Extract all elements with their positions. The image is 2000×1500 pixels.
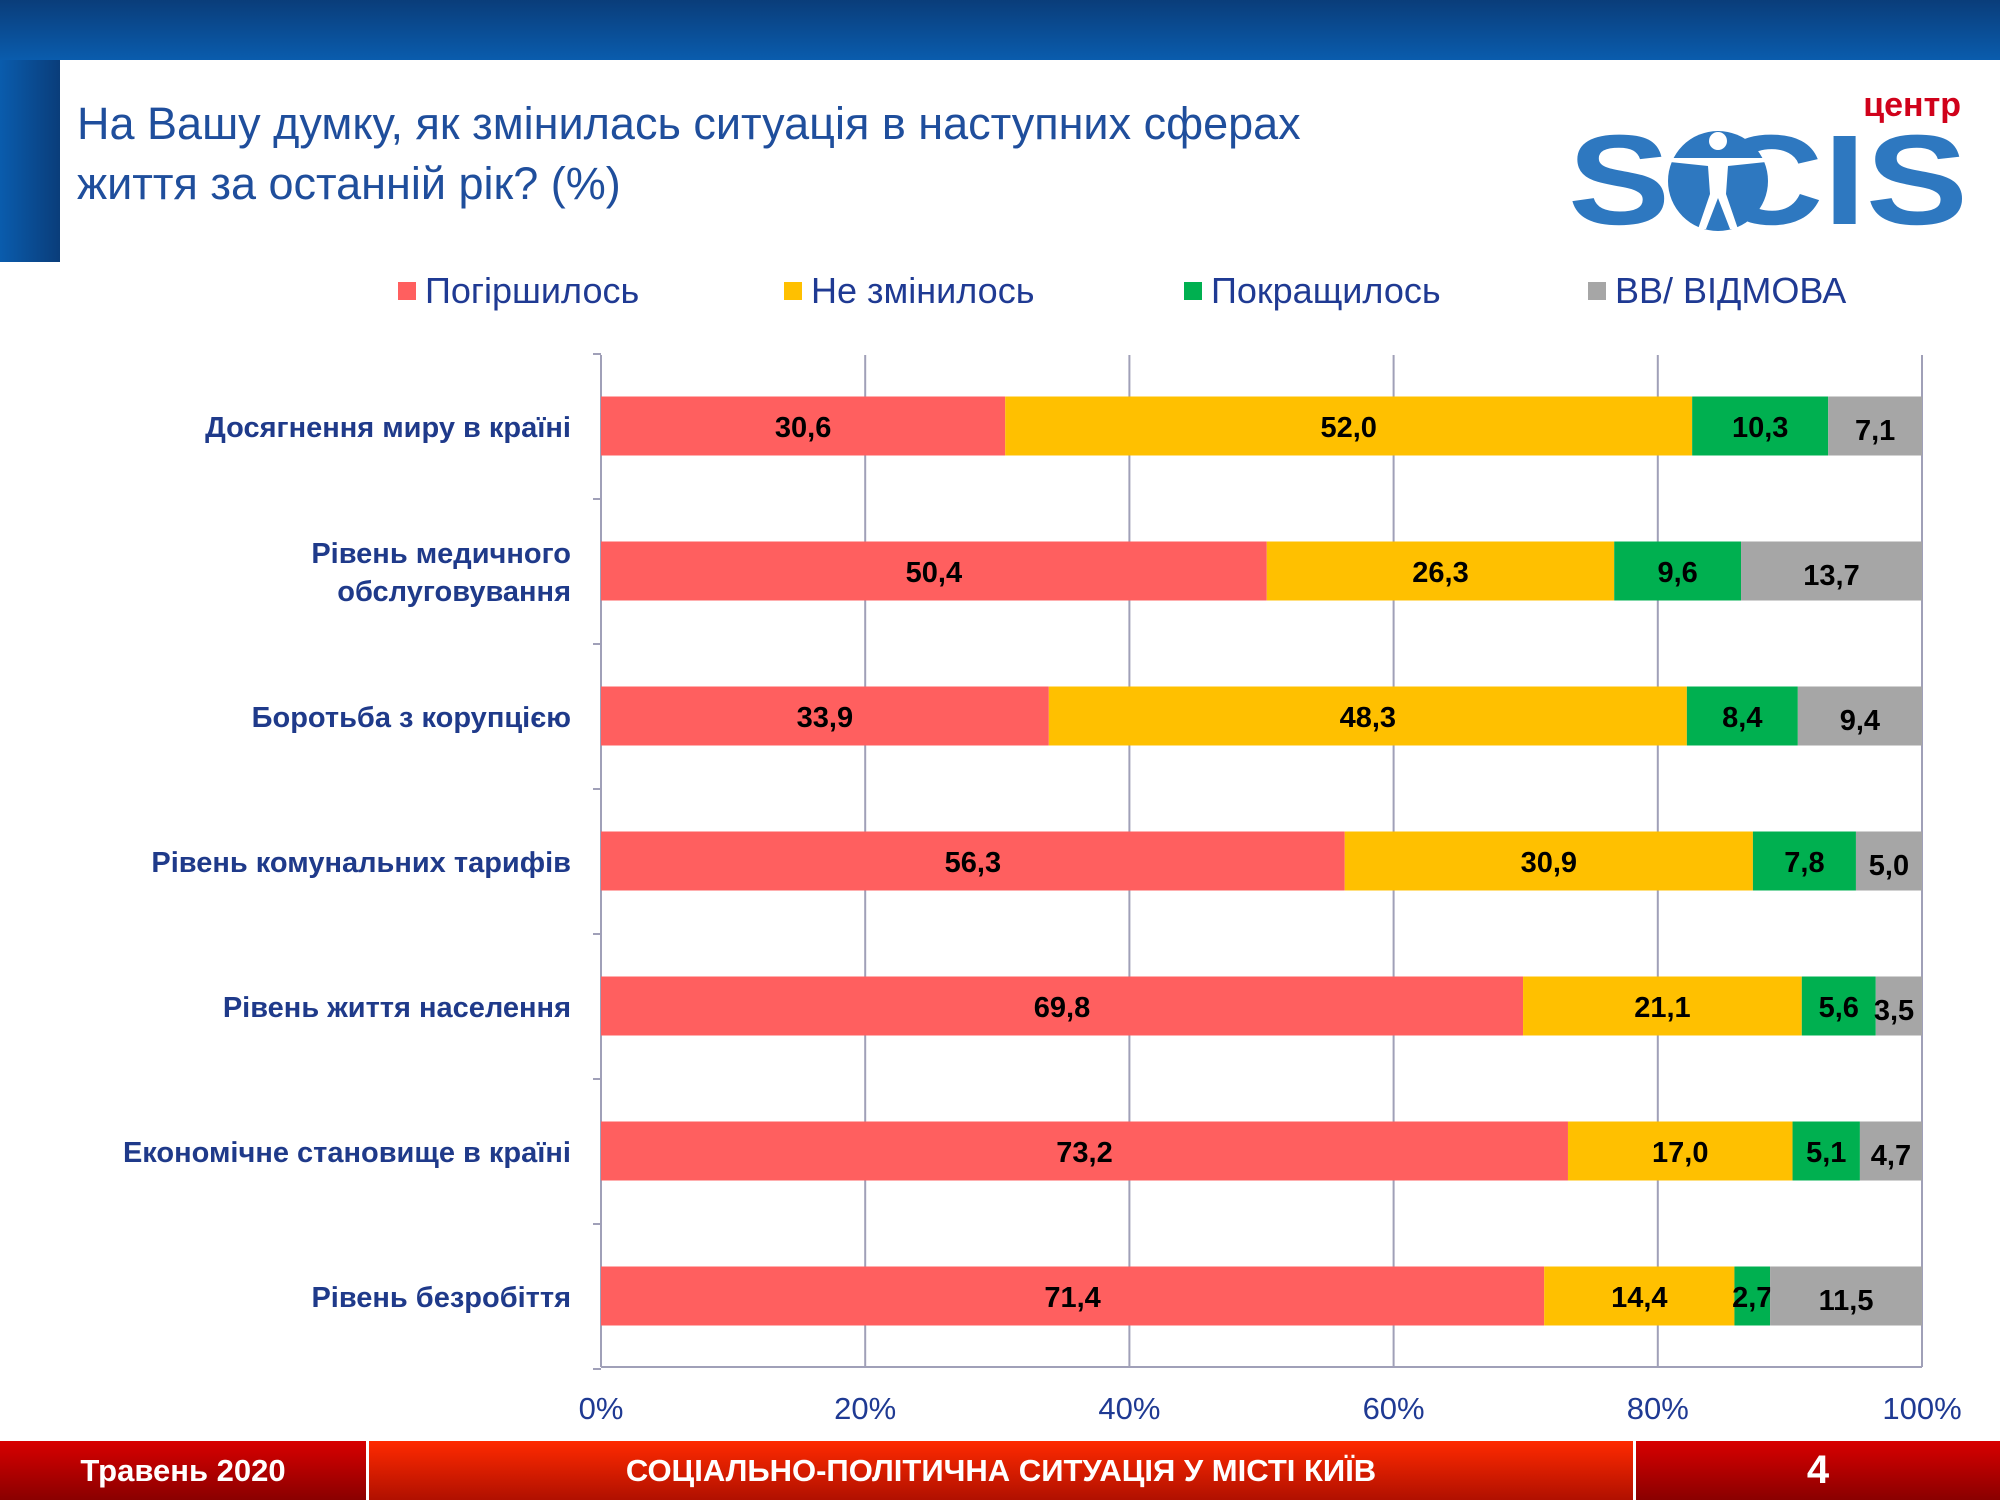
- bar-segment: [1741, 541, 1922, 601]
- data-label: 8,4: [1722, 702, 1762, 734]
- data-label: 5,1: [1806, 1137, 1846, 1169]
- data-label: 73,2: [1056, 1137, 1112, 1169]
- bar-segment: [1801, 976, 1876, 1036]
- data-label: 13,7: [1803, 560, 1859, 592]
- bar-segment: [1792, 1121, 1860, 1181]
- bar-segment: [1770, 1266, 1922, 1326]
- data-label: 9,6: [1657, 557, 1697, 589]
- x-tick-label: 100%: [1882, 1391, 1961, 1426]
- svg-text:центр: центр: [1863, 86, 1961, 124]
- data-label: 71,4: [1044, 1282, 1100, 1314]
- bar-segment: [1797, 686, 1922, 746]
- top-banner: [0, 0, 2000, 60]
- legend-item-dk: ВВ/ ВІДМОВА: [1588, 270, 1846, 312]
- bar-segment: [601, 541, 1267, 601]
- bar-segment: [601, 1121, 1568, 1181]
- data-label: 5,0: [1869, 850, 1909, 882]
- bar-segment: [601, 976, 1524, 1036]
- data-label: 10,3: [1732, 412, 1788, 444]
- legend-item-same: Не змінилось: [784, 270, 1034, 312]
- data-label: 7,8: [1784, 847, 1824, 879]
- category-label: Рівень безробіття: [311, 1282, 571, 1314]
- legend-swatch: [1588, 282, 1606, 300]
- data-label: 5,6: [1819, 992, 1859, 1024]
- footer-date: Травень 2020: [0, 1441, 366, 1500]
- x-tick-label: 0%: [579, 1391, 624, 1426]
- x-tick-label: 20%: [834, 1391, 896, 1426]
- bar-segment: [1523, 976, 1802, 1036]
- legend-label: Не змінилось: [811, 270, 1035, 311]
- data-label: 11,5: [1819, 1285, 1874, 1317]
- category-label: Економічне становище в країні: [123, 1137, 571, 1169]
- data-label: 56,3: [945, 847, 1001, 879]
- bar-segment: [1734, 1266, 1771, 1326]
- legend-swatch: [398, 282, 416, 300]
- bar-segment: [1875, 976, 1922, 1036]
- left-accent-block: [0, 60, 60, 262]
- data-label: 21,1: [1634, 992, 1690, 1024]
- bar-segment: [1005, 396, 1693, 456]
- legend-swatch: [1184, 282, 1202, 300]
- x-tick-label: 60%: [1363, 1391, 1425, 1426]
- page-title: На Вашу думку, як змінилась ситуація в н…: [77, 94, 1477, 214]
- data-label: 14,4: [1611, 1282, 1667, 1314]
- bar-segment: [601, 1266, 1545, 1326]
- data-label: 4,7: [1871, 1140, 1911, 1172]
- bar-segment: [1544, 1266, 1735, 1326]
- bar-segment: [1344, 831, 1753, 891]
- bar-segment: [1855, 831, 1922, 891]
- svg-text:S CIS: S CIS: [1568, 109, 1968, 231]
- bar-segment: [1828, 396, 1922, 456]
- data-label: 52,0: [1320, 412, 1376, 444]
- data-label: 7,1: [1855, 415, 1895, 447]
- data-label: 3,5: [1874, 995, 1914, 1027]
- data-label: 50,4: [906, 557, 962, 589]
- category-label: Рівень медичного: [311, 538, 571, 570]
- data-label: 33,9: [797, 702, 853, 734]
- category-label: Рівень комунальних тарифів: [151, 847, 571, 879]
- category-label: Досягнення миру в країні: [205, 412, 571, 444]
- bar-segment: [1048, 686, 1687, 746]
- data-label: 26,3: [1412, 557, 1468, 589]
- legend-swatch: [784, 282, 802, 300]
- bar-segment: [1614, 541, 1742, 601]
- bar-segment: [1692, 396, 1829, 456]
- data-label: 30,9: [1521, 847, 1577, 879]
- legend-label: Покращилось: [1211, 270, 1441, 311]
- legend-label: ВВ/ ВІДМОВА: [1615, 270, 1847, 311]
- bar-segment: [601, 686, 1049, 746]
- footer-page-number: 4: [1636, 1441, 2000, 1500]
- data-label: 9,4: [1840, 705, 1880, 737]
- bar-segment: [1752, 831, 1856, 891]
- bar-segment: [1859, 1121, 1922, 1181]
- x-tick-label: 40%: [1098, 1391, 1160, 1426]
- bar-segment: [601, 831, 1345, 891]
- data-label: 2,7: [1732, 1282, 1772, 1314]
- bar-segment: [1686, 686, 1798, 746]
- footer-subject: СОЦІАЛЬНО-ПОЛІТИЧНА СИТУАЦІЯ У МІСТІ КИЇ…: [369, 1441, 1633, 1500]
- category-label: Рівень життя населення: [223, 992, 571, 1024]
- socis-logo: центр S CIS: [1568, 86, 1968, 231]
- data-label: 48,3: [1340, 702, 1396, 734]
- category-label: обслуговування: [337, 576, 571, 608]
- data-label: 30,6: [775, 412, 831, 444]
- legend-item-better: Покращилось: [1184, 270, 1441, 312]
- bar-segment: [1567, 1121, 1793, 1181]
- bar-segment: [1266, 541, 1615, 601]
- bar-segment: [601, 396, 1006, 456]
- data-label: 17,0: [1652, 1137, 1708, 1169]
- title-line-1: На Вашу думку, як змінилась ситуація в н…: [77, 98, 1301, 149]
- x-tick-label: 80%: [1627, 1391, 1689, 1426]
- chart-legend: Погіршилось Не змінилось Покращилось ВВ/…: [0, 270, 2000, 316]
- title-line-2: життя за останній рік? (%): [77, 158, 621, 209]
- legend-label: Погіршилось: [425, 270, 640, 311]
- legend-item-worse: Погіршилось: [398, 270, 639, 312]
- data-label: 69,8: [1034, 992, 1090, 1024]
- category-label: Боротьба з корупцією: [252, 702, 571, 734]
